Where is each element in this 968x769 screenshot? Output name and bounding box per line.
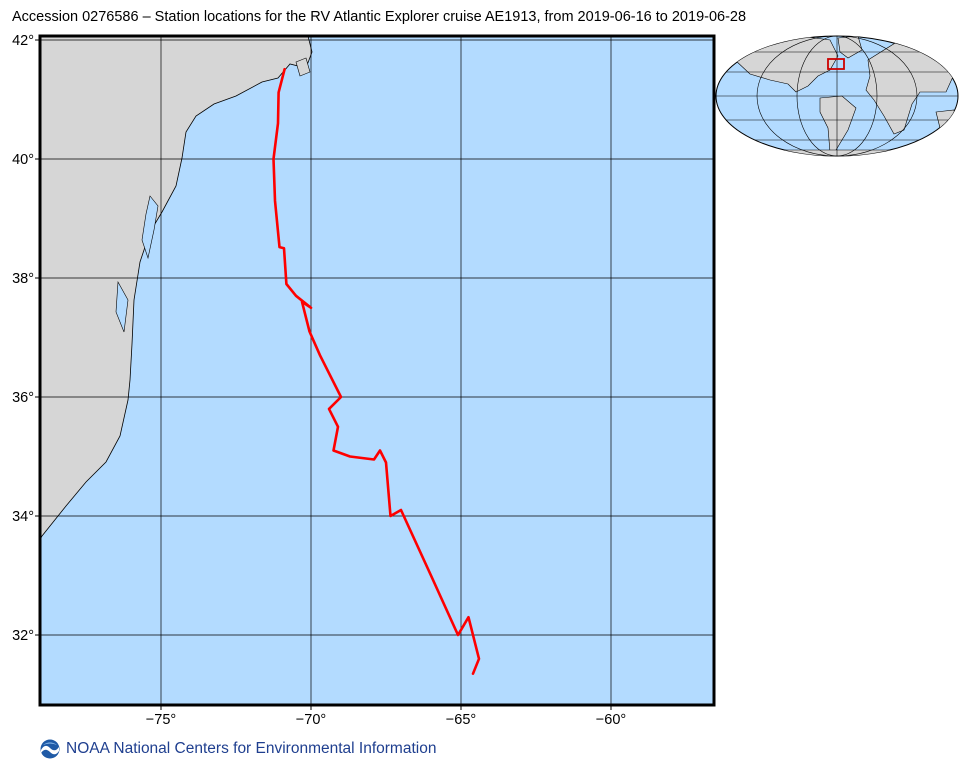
cape-cod-land [295, 57, 311, 77]
lon-tick-label: −75° [146, 712, 176, 728]
lat-tick-label: 32° [12, 628, 34, 644]
main-map [38, 34, 716, 707]
lon-tick-label: −70° [296, 712, 326, 728]
map-frame [38, 34, 716, 707]
region-highlight-box [827, 58, 845, 70]
map-title: Accession 0276586 – Station locations fo… [12, 9, 747, 25]
lat-tick-label: 38° [12, 271, 34, 287]
lat-tick-label: 40° [12, 152, 34, 168]
lat-tick-label: 34° [12, 509, 34, 525]
us-east-coast-land [40, 36, 313, 541]
footer: NOAA National Centers for Environmental … [40, 738, 436, 760]
inset-graticule [716, 36, 958, 156]
graticule [40, 36, 714, 705]
north-america-land [734, 36, 839, 93]
axis-tick-labels: −75° −70° −65° −60° 32° 34° 36° 38° 40° 42° [12, 33, 626, 728]
world-inset-map [715, 35, 959, 157]
lat-tick-label: 42° [12, 33, 34, 49]
lon-tick-label: −60° [596, 712, 626, 728]
cruise-track [272, 67, 481, 676]
lat-tick-label: 36° [12, 390, 34, 406]
lon-tick-label: −65° [446, 712, 476, 728]
coast-inlet [115, 195, 159, 333]
antarctica-land [759, 149, 921, 156]
noaa-logo-icon [40, 739, 60, 759]
footer-text: NOAA National Centers for Environmental … [66, 740, 437, 757]
